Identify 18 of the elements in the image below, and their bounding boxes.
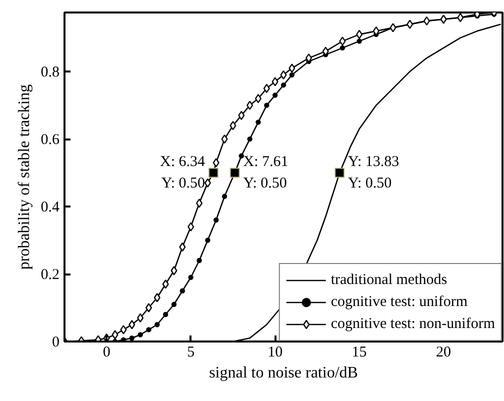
- y-axis-title: probability of stable tracking: [16, 84, 33, 270]
- x-axis-title: signal to noise ratio/dB: [209, 364, 358, 382]
- y-tick-label: 0.4: [40, 200, 60, 216]
- annotation: Y: 13.83 Y: 0.50: [348, 154, 400, 192]
- legend-label: cognitive test: uniform: [330, 294, 468, 310]
- x-tick-label: 10: [268, 344, 283, 360]
- legend-label: traditional methods: [330, 272, 448, 288]
- y-tick-label: 0.6: [40, 132, 60, 148]
- x-tick-label: 0: [102, 344, 110, 360]
- annotation: X: 6.34 Y: 0.50: [160, 154, 206, 192]
- x-tick-label: 5: [187, 344, 195, 360]
- annotation: X: 7.61 Y: 0.50: [243, 154, 288, 192]
- y-tick-label: 0.8: [40, 64, 60, 81]
- x-tick-label: 20: [436, 344, 452, 360]
- y-tick-label: 0.2: [40, 267, 60, 284]
- legend-label: cognitive test: non-uniform: [330, 316, 495, 332]
- x-tick-label: 15: [352, 344, 367, 360]
- y-tick-label: 0: [52, 334, 60, 350]
